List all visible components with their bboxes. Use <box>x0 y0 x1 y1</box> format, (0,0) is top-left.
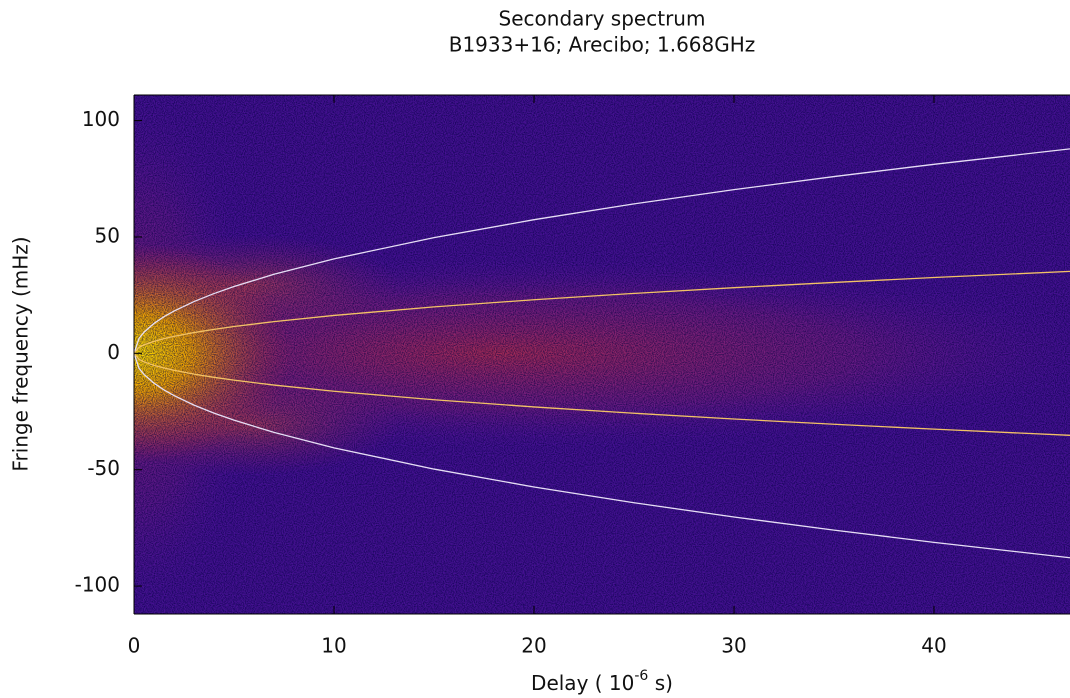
chart-subtitle: B1933+16; Arecibo; 1.668GHz <box>449 33 756 57</box>
arc-curve <box>134 270 1070 354</box>
y-tick-label: -50 <box>87 456 120 480</box>
arc-curve <box>134 353 1070 559</box>
arc-curve <box>134 148 1070 354</box>
x-tick-label: 40 <box>921 634 946 658</box>
y-tick-label: 100 <box>82 107 120 131</box>
x-tick-label: 0 <box>128 634 141 658</box>
x-label-exponent: -6 <box>634 668 648 684</box>
x-tick-label: 30 <box>721 634 746 658</box>
y-tick-label: -100 <box>75 573 120 597</box>
arc-curve <box>134 352 1070 436</box>
x-axis-label: Delay ( 10-6 s) <box>531 668 673 695</box>
chart-title: Secondary spectrum <box>499 7 706 31</box>
x-label-part: s) <box>648 671 673 695</box>
y-tick-label: 50 <box>95 223 120 247</box>
y-tick-label: 0 <box>107 340 120 364</box>
x-tick-label: 20 <box>521 634 546 658</box>
x-label-part: Delay ( 10 <box>531 671 634 695</box>
heatmap <box>134 95 1070 614</box>
y-axis-label: Fringe frequency (mHz) <box>9 236 33 471</box>
x-tick-label: 10 <box>321 634 346 658</box>
